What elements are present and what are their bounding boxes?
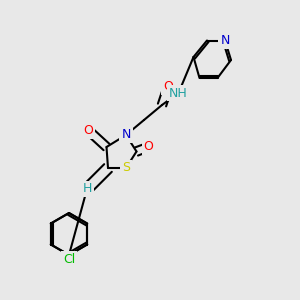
- Text: N: N: [220, 34, 230, 47]
- Text: O: O: [144, 140, 153, 154]
- Text: S: S: [122, 161, 130, 175]
- Text: H: H: [82, 182, 92, 196]
- Text: O: O: [84, 124, 93, 137]
- Text: O: O: [163, 80, 173, 94]
- Text: N: N: [121, 128, 131, 142]
- Text: NH: NH: [169, 86, 188, 100]
- Text: Cl: Cl: [63, 253, 75, 266]
